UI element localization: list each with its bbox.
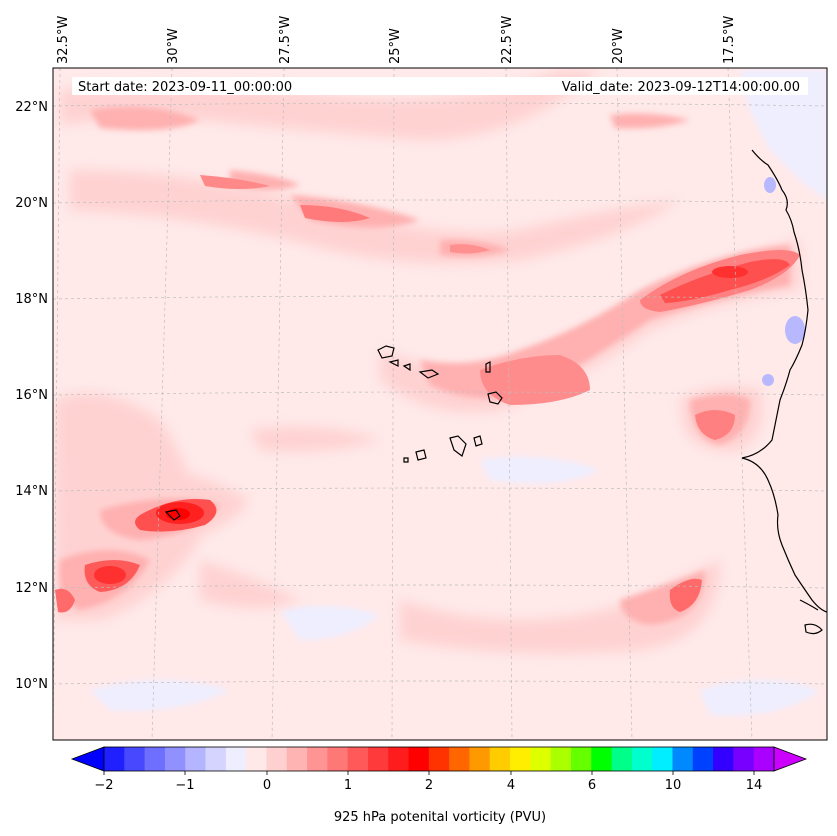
colorbar: −2 −1 0 1 2 4 6 10 14 925 hPa potenital vorticit…	[70, 746, 808, 825]
colorbar-segment	[733, 747, 755, 771]
colorbar-segment	[550, 747, 572, 771]
colorbar-segment	[347, 747, 369, 771]
colorbar-extend-min	[70, 746, 105, 772]
lat-label-20n: 20°N	[15, 196, 48, 211]
colorbar-segment	[104, 747, 125, 771]
colorbar-segment	[388, 747, 410, 771]
colorbar-segment	[591, 747, 613, 771]
lat-label-10n: 10°N	[15, 677, 48, 692]
longitude-axis: 32.5°W 30°W 27.5°W 25°W 22.5°W 20°W 17.5…	[56, 16, 737, 64]
colorbar-segment	[753, 747, 775, 771]
colorbar-segment	[327, 747, 349, 771]
colorbar-segment	[266, 747, 288, 771]
colorbar-tick-label: 14	[746, 778, 763, 793]
colorbar-segment	[246, 747, 267, 771]
start-date-label: Start date: 2023-09-11_00:00:00	[78, 80, 292, 95]
colorbar-segment	[144, 747, 166, 771]
colorbar-frame	[103, 746, 775, 772]
colorbar-segment	[307, 747, 328, 771]
colorbar-segment	[530, 747, 552, 771]
colorbar-segment	[449, 747, 470, 771]
colorbar-tick-label: 4	[507, 778, 515, 793]
lon-label-22-5w: 22.5°W	[500, 16, 515, 64]
coastline	[741, 149, 827, 635]
colorbar-segment	[469, 747, 491, 771]
colorbar-segment	[286, 747, 308, 771]
lat-label-16n: 16°N	[15, 388, 48, 403]
lon-label-25w: 25°W	[388, 28, 403, 64]
lon-label-32-5w: 32.5°W	[56, 16, 71, 64]
colorbar-segment	[713, 747, 734, 771]
colorbar-title: 925 hPa potenital vorticity (PVU)	[334, 810, 546, 825]
colorbar-segment	[611, 747, 633, 771]
colorbar-segment	[672, 747, 694, 771]
colorbar-tick-label: −2	[94, 778, 113, 793]
colorbar-segment	[570, 747, 592, 771]
colorbar-tick-label: 10	[665, 778, 682, 793]
colorbar-segments	[70, 746, 808, 772]
lat-label-18n: 18°N	[15, 292, 48, 307]
colorbar-tick-label: −1	[175, 778, 194, 793]
lon-label-17-5w: 17.5°W	[722, 16, 737, 64]
colorbar-ticks: −2 −1 0 1 2 4 6 10 14	[94, 771, 762, 793]
lon-label-27-5w: 27.5°W	[278, 16, 293, 64]
colorbar-segment	[205, 747, 227, 771]
colorbar-tick-label: 1	[344, 778, 352, 793]
lon-label-30w: 30°W	[166, 28, 181, 64]
header-box	[72, 77, 808, 95]
colorbar-segment	[631, 747, 653, 771]
valid-date-label: Valid_date: 2023-09-12T14:00:00.00	[562, 80, 800, 95]
latitude-axis: 22°N 20°N 18°N 16°N 14°N 12°N 10°N	[15, 100, 48, 692]
lat-label-12n: 12°N	[15, 581, 48, 596]
colorbar-segment	[692, 747, 714, 771]
colorbar-segment	[185, 747, 207, 771]
graticule	[53, 68, 827, 740]
pv-cores-strong	[55, 175, 800, 613]
lon-label-20w: 20°W	[611, 28, 626, 64]
colorbar-segment	[428, 747, 450, 771]
colorbar-segment	[408, 747, 430, 771]
colorbar-tick-label: 6	[588, 778, 596, 793]
colorbar-segment	[510, 747, 531, 771]
colorbar-tick-label: 2	[425, 778, 433, 793]
colorbar-tick-label: 0	[263, 778, 271, 793]
lat-label-22n: 22°N	[15, 100, 48, 115]
colorbar-segment	[124, 747, 146, 771]
colorbar-segment	[164, 747, 186, 771]
lat-label-14n: 14°N	[15, 484, 48, 499]
map-frame	[52, 67, 828, 741]
cape-verde-islands	[164, 345, 503, 521]
colorbar-extend-max	[773, 746, 808, 772]
colorbar-segment	[652, 747, 673, 771]
colorbar-segment	[489, 747, 511, 771]
negative-pv-patches	[58, 70, 827, 716]
map-panel: Start date: 2023-09-11_00:00:00 Valid_da…	[53, 68, 827, 740]
colorbar-segment	[367, 747, 389, 771]
colorbar-segment	[225, 747, 247, 771]
